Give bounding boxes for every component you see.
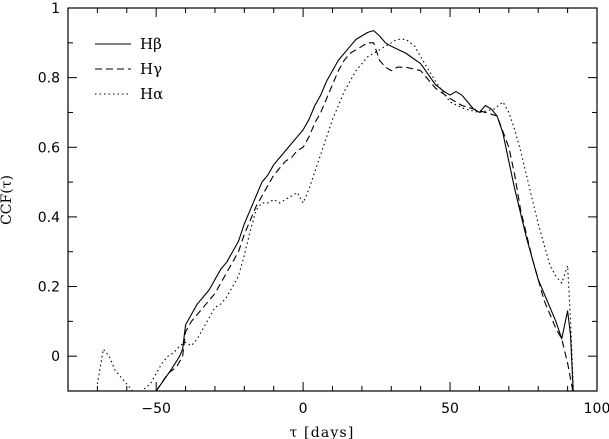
- x-tick-label: 100: [584, 401, 609, 417]
- y-tick-label: 1: [51, 1, 60, 17]
- series-layer: [96, 30, 575, 391]
- legend-label-2: Hγ: [140, 60, 162, 78]
- series-line-2: [155, 42, 574, 391]
- x-axis-label: τ [days]: [289, 425, 354, 439]
- x-tick-label: 50: [441, 401, 459, 417]
- y-axis-label: CCF(τ): [0, 175, 15, 225]
- y-tick-label: 0.2: [38, 280, 60, 296]
- legend: Hβ Hγ Hα: [95, 35, 163, 103]
- x-tick-label: 0: [299, 401, 308, 417]
- legend-label-3: Hα: [140, 85, 163, 103]
- y-tick-label: 0.4: [38, 210, 60, 226]
- x-tick-label: −50: [141, 401, 171, 417]
- y-tick-label: 0.8: [38, 71, 60, 87]
- series-line-1: [155, 30, 574, 391]
- legend-label-1: Hβ: [140, 35, 162, 53]
- y-tick-label: 0.6: [38, 140, 60, 156]
- y-tick-label: 0: [51, 349, 60, 365]
- ticks-layer: −50 0 50 100 0 0.2 0.4 0.6 0.8 1: [38, 1, 609, 417]
- series-line-3: [96, 38, 575, 391]
